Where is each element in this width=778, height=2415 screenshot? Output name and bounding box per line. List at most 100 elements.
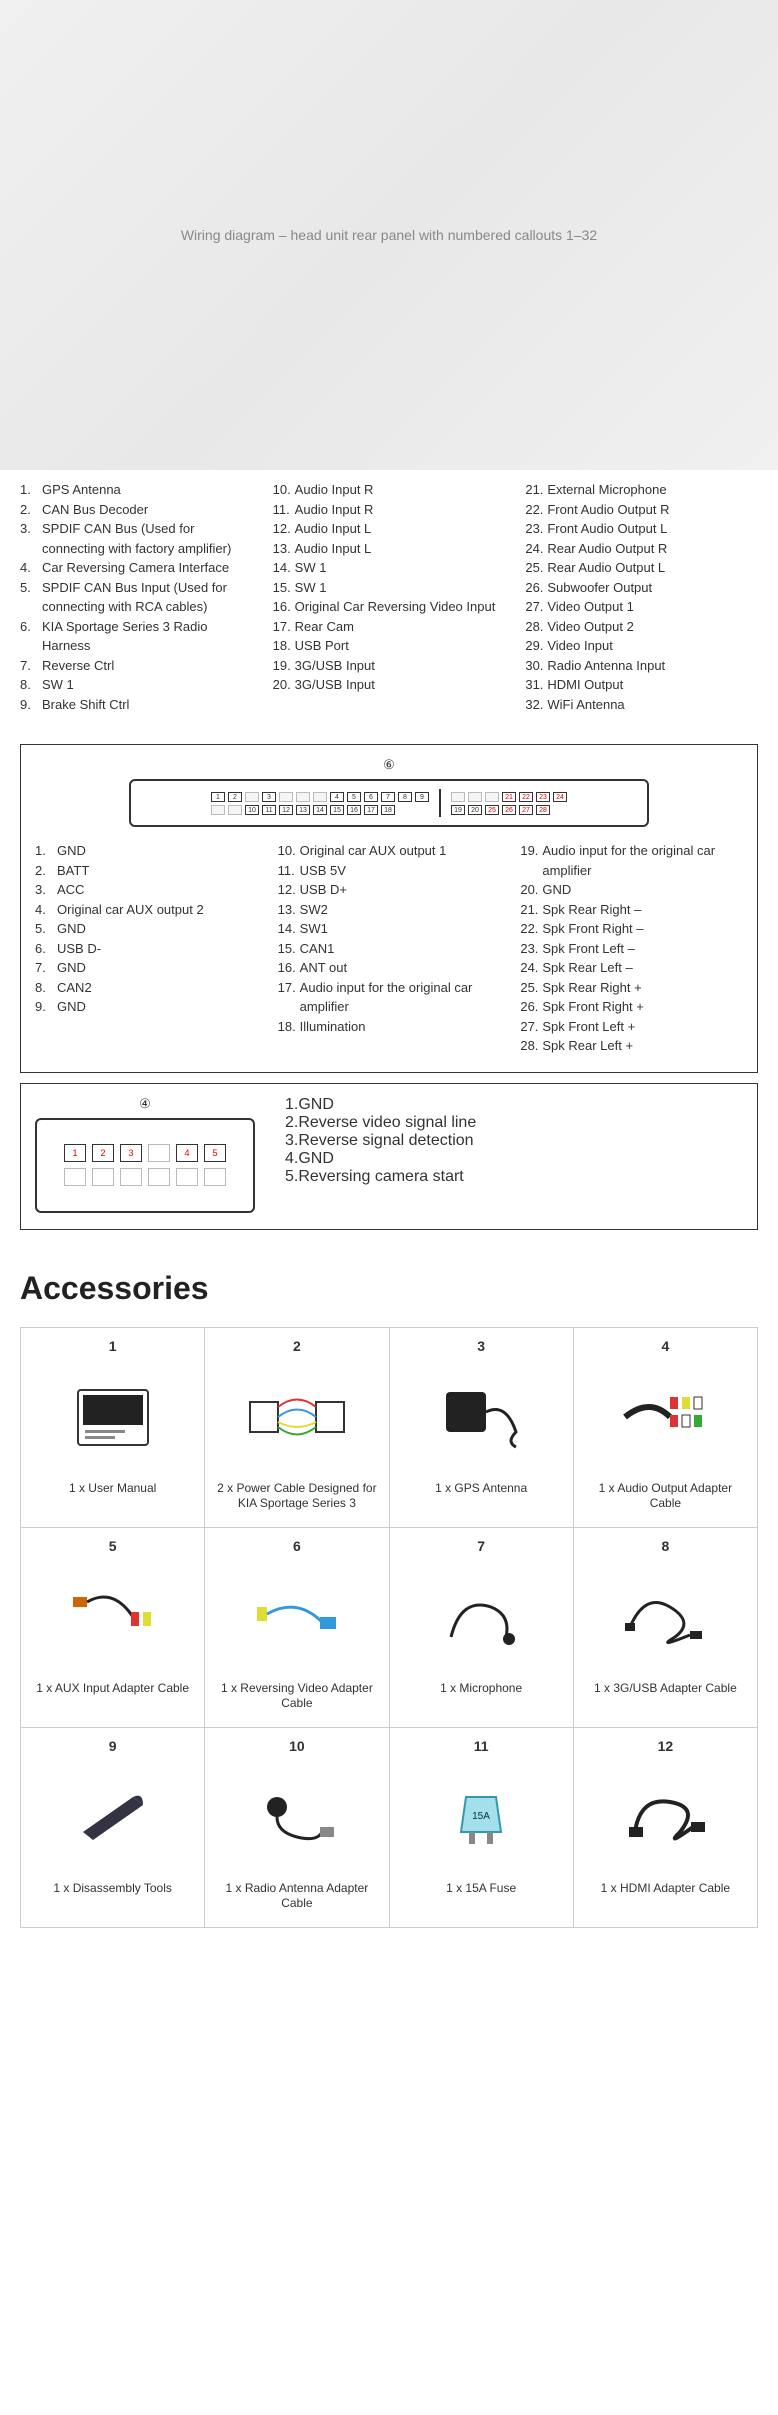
accessory-icon-manual bbox=[29, 1360, 196, 1475]
connector-pin bbox=[451, 792, 465, 802]
legend-item: 1.GND bbox=[35, 841, 258, 861]
connector-pin: 26 bbox=[502, 805, 516, 815]
accessory-cell: 12 1 x HDMI Adapter Cable bbox=[574, 1728, 758, 1928]
connector-pin: 3 bbox=[120, 1144, 142, 1162]
connector-pin: 3 bbox=[262, 792, 276, 802]
accessory-cell: 11 15A 1 x 15A Fuse bbox=[390, 1728, 574, 1928]
legend-item: 20.3G/USB Input bbox=[273, 675, 506, 695]
accessory-cell: 3 1 x GPS Antenna bbox=[390, 1328, 574, 1528]
connector-pin: 9 bbox=[415, 792, 429, 802]
legend-item: 12.Audio Input L bbox=[273, 519, 506, 539]
accessory-number: 11 bbox=[398, 1738, 565, 1754]
accessory-cell: 41 x Audio Output Adapter Cable bbox=[574, 1328, 758, 1528]
accessory-number: 8 bbox=[582, 1538, 749, 1554]
accessory-number: 12 bbox=[582, 1738, 749, 1754]
legend-item: 17.Rear Cam bbox=[273, 617, 506, 637]
accessory-caption: 1 x Audio Output Adapter Cable bbox=[582, 1481, 749, 1513]
accessory-number: 6 bbox=[213, 1538, 380, 1554]
legend-item: 10.Audio Input R bbox=[273, 480, 506, 500]
legend-item: 28.Spk Rear Left + bbox=[520, 1036, 743, 1056]
connector-pin: 5 bbox=[347, 792, 361, 802]
legend-item: 16.Original Car Reversing Video Input bbox=[273, 597, 506, 617]
accessory-number: 7 bbox=[398, 1538, 565, 1554]
accessory-cell: 81 x 3G/USB Adapter Cable bbox=[574, 1528, 758, 1728]
legend-item: 19.3G/USB Input bbox=[273, 656, 506, 676]
legend-item: 5.SPDIF CAN Bus Input (Used for connecti… bbox=[20, 578, 253, 617]
accessory-number: 10 bbox=[213, 1738, 380, 1754]
legend-item: 23.Front Audio Output L bbox=[525, 519, 758, 539]
connector-pin bbox=[485, 792, 499, 802]
legend-item: 3.ACC bbox=[35, 880, 258, 900]
legend-item: 3.SPDIF CAN Bus (Used for connecting wit… bbox=[20, 519, 253, 558]
connector-pin: 15 bbox=[330, 805, 344, 815]
legend-item: 2.BATT bbox=[35, 861, 258, 881]
legend-item: 26.Subwoofer Output bbox=[525, 578, 758, 598]
legend-item: 8.SW 1 bbox=[20, 675, 253, 695]
legend-item: 4.Car Reversing Camera Interface bbox=[20, 558, 253, 578]
connector-pin: 10 bbox=[245, 805, 259, 815]
legend-item: 7.GND bbox=[35, 958, 258, 978]
legend-item: 10.Original car AUX output 1 bbox=[278, 841, 501, 861]
legend-item: 21.Spk Rear Right – bbox=[520, 900, 743, 920]
svg-text:15A: 15A bbox=[472, 1811, 490, 1822]
accessory-caption: 1 x HDMI Adapter Cable bbox=[582, 1881, 749, 1913]
connector-pin: 19 bbox=[451, 805, 465, 815]
connector-pin: 4 bbox=[176, 1144, 198, 1162]
accessory-icon-aux bbox=[29, 1560, 196, 1675]
legend-item: 27.Spk Front Left + bbox=[520, 1017, 743, 1037]
legend-item: 8.CAN2 bbox=[35, 978, 258, 998]
main-legend: 1.GPS Antenna2.CAN Bus Decoder3.SPDIF CA… bbox=[0, 470, 778, 734]
connector-pin: 17 bbox=[364, 805, 378, 815]
connector-pin: 11 bbox=[262, 805, 276, 815]
connector-pin: 24 bbox=[553, 792, 567, 802]
legend-item: 26.Spk Front Right + bbox=[520, 997, 743, 1017]
legend-item: 21.External Microphone bbox=[525, 480, 758, 500]
connector-6-legend: 1.GND2.BATT3.ACC4.Original car AUX outpu… bbox=[35, 841, 743, 1056]
legend-item: 32.WiFi Antenna bbox=[525, 695, 758, 715]
legend-item: 18.Illumination bbox=[278, 1017, 501, 1037]
connector-pin: 2 bbox=[92, 1144, 114, 1162]
accessory-number: 3 bbox=[398, 1338, 565, 1354]
legend-item: 19.Audio input for the original car ampl… bbox=[520, 841, 743, 880]
legend-item: 15.CAN1 bbox=[278, 939, 501, 959]
legend-item: 4.Original car AUX output 2 bbox=[35, 900, 258, 920]
legend-item: 31.HDMI Output bbox=[525, 675, 758, 695]
connector-pin: 27 bbox=[519, 805, 533, 815]
connector-pin: 16 bbox=[347, 805, 361, 815]
connector-pin: 5 bbox=[204, 1144, 226, 1162]
connector-pin: 25 bbox=[485, 805, 499, 815]
legend-item: 2.CAN Bus Decoder bbox=[20, 500, 253, 520]
legend-item: 16.ANT out bbox=[278, 958, 501, 978]
connector-pin: 21 bbox=[502, 792, 516, 802]
connector-pin: 4 bbox=[330, 792, 344, 802]
accessory-icon-hdmi bbox=[582, 1760, 749, 1875]
legend-item: 17.Audio input for the original car ampl… bbox=[278, 978, 501, 1017]
legend-item: 28.Video Output 2 bbox=[525, 617, 758, 637]
accessories-section: Accessories 11 x User Manual22 x Power C… bbox=[0, 1240, 778, 1948]
connector-pin: 20 bbox=[468, 805, 482, 815]
wiring-hero-image: Wiring diagram – head unit rear panel wi… bbox=[0, 0, 778, 470]
accessory-icon-pry-tool bbox=[29, 1760, 196, 1875]
connector-pin bbox=[245, 792, 259, 802]
connector-pin: 2 bbox=[228, 792, 242, 802]
connector-pin: 12 bbox=[279, 805, 293, 815]
legend-item: 13.SW2 bbox=[278, 900, 501, 920]
legend-item: 9.Brake Shift Ctrl bbox=[20, 695, 253, 715]
connector-pin: 8 bbox=[398, 792, 412, 802]
accessory-caption: 1 x GPS Antenna bbox=[398, 1481, 565, 1513]
accessory-cell: 71 x Microphone bbox=[390, 1528, 574, 1728]
legend-item: 24.Rear Audio Output R bbox=[525, 539, 758, 559]
connector-pin: 6 bbox=[364, 792, 378, 802]
accessory-cell: 22 x Power Cable Designed for KIA Sporta… bbox=[205, 1328, 389, 1528]
accessory-caption: 1 x Reversing Video Adapter Cable bbox=[213, 1681, 380, 1713]
accessory-cell: 11 x User Manual bbox=[21, 1328, 205, 1528]
legend-item: 14.SW1 bbox=[278, 919, 501, 939]
accessory-cell: 51 x AUX Input Adapter Cable bbox=[21, 1528, 205, 1728]
accessory-caption: 1 x 15A Fuse bbox=[398, 1881, 565, 1913]
connector-4-number: ④ bbox=[35, 1096, 255, 1112]
legend-item: 20.GND bbox=[520, 880, 743, 900]
connector-6-number: ⑥ bbox=[35, 757, 743, 773]
accessory-caption: 2 x Power Cable Designed for KIA Sportag… bbox=[213, 1481, 380, 1513]
connector-pin: 23 bbox=[536, 792, 550, 802]
legend-item: 29.Video Input bbox=[525, 636, 758, 656]
